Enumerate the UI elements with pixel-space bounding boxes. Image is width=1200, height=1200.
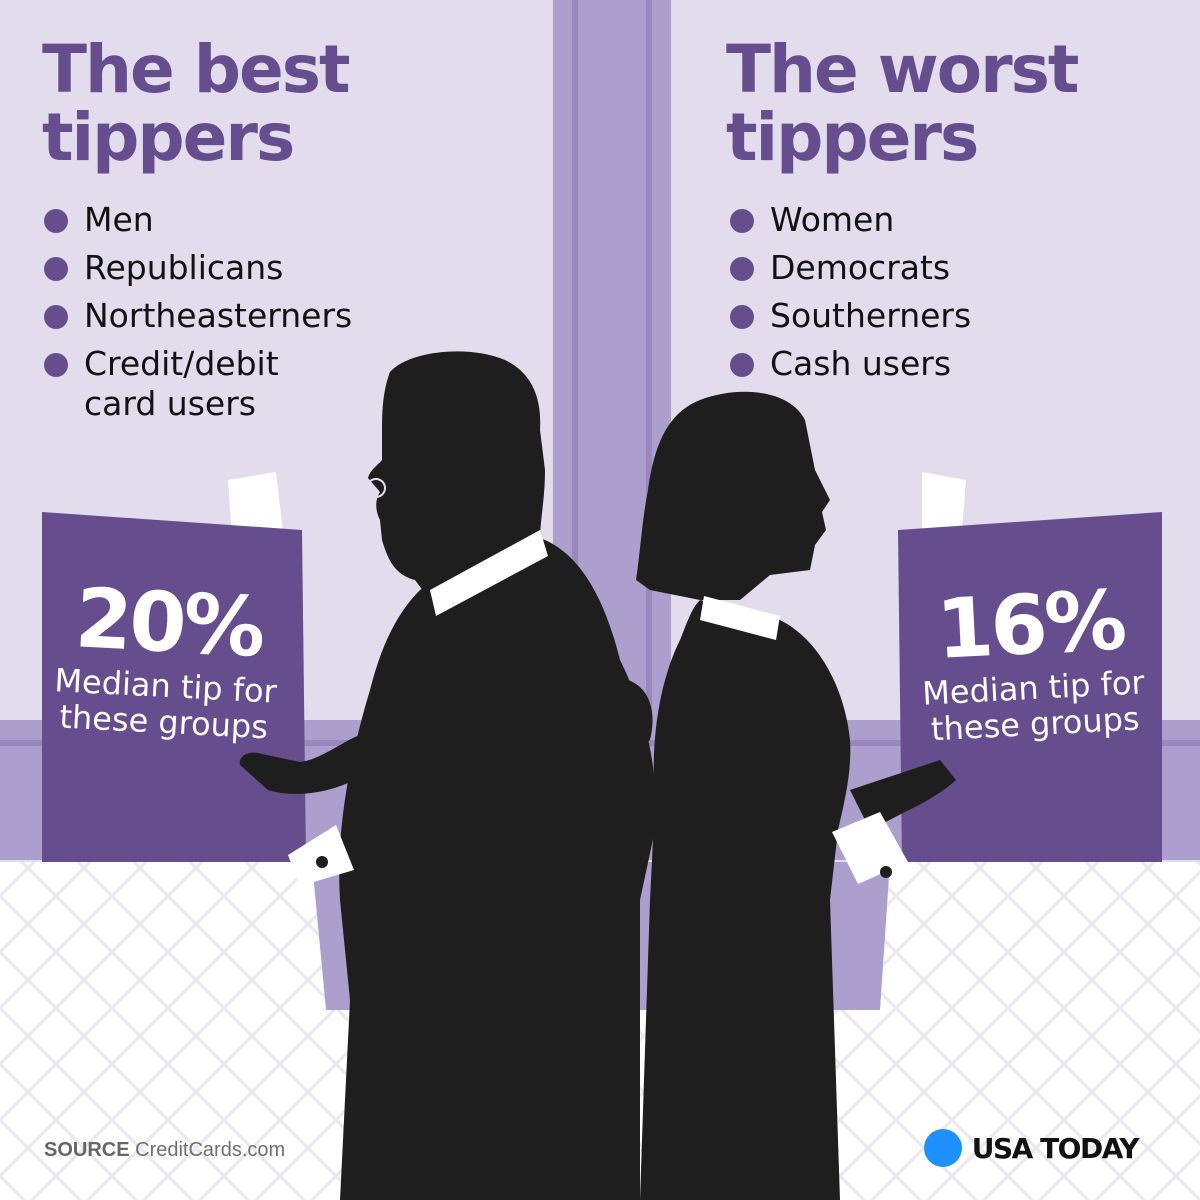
group-label: Men: [84, 200, 154, 239]
best-tippers-list: Men Republicans Northeasterners Credit/d…: [42, 200, 542, 432]
bullet-icon: [730, 305, 754, 329]
man-cuff: [288, 825, 354, 886]
pillar-groove-left: [572, 0, 578, 860]
best-tip-value: 20%: [72, 571, 265, 676]
worst-heading-line-2: tippers: [726, 99, 979, 176]
bullet-icon: [44, 305, 68, 329]
worst-tippers-list: Women Democrats Southerners Cash users: [728, 200, 1200, 392]
group-label: Republicans: [84, 248, 284, 287]
man-silhouette: [239, 351, 656, 1200]
bullet-icon: [44, 353, 68, 377]
menu-card-worst: [898, 472, 1162, 862]
worst-tip-value: 16%: [934, 573, 1127, 678]
man-collar: [430, 530, 548, 616]
group-label: Women: [770, 200, 895, 239]
list-item: Southerners: [728, 296, 1200, 336]
brand-name: USA TODAY: [971, 1131, 1140, 1165]
best-tip-caption: Median tip for these groups: [53, 661, 278, 747]
best-tippers-heading: The best tippers: [42, 36, 522, 172]
list-item: Cash users: [728, 344, 1200, 384]
group-label: Cash users: [770, 344, 952, 383]
bullet-icon: [44, 209, 68, 233]
woman-collar: [700, 596, 780, 640]
bullet-icon: [730, 257, 754, 281]
list-item: Republicans: [42, 248, 542, 288]
list-item: Women: [728, 200, 1200, 240]
bullet-icon: [730, 209, 754, 233]
group-label: Northeasterners: [84, 296, 353, 335]
source-label: SOURCE: [44, 1139, 130, 1161]
list-item: Northeasterners: [42, 296, 542, 336]
worst-median-tip: 16% Median tip for these groups: [908, 573, 1156, 749]
usa-today-logo: USA TODAY: [923, 1126, 1140, 1170]
group-label: Credit/debit card users: [84, 344, 279, 423]
pillar-groove-right: [646, 0, 652, 860]
woman-cufflink: [880, 866, 892, 878]
bullet-icon: [44, 257, 68, 281]
woman-silhouette: [598, 391, 956, 1200]
best-median-tip: 20% Median tip for these groups: [48, 571, 286, 747]
man-cufflink: [316, 856, 328, 868]
worst-tip-caption: Median tip for these groups: [921, 663, 1146, 749]
bullet-icon: [730, 353, 754, 377]
group-label: Democrats: [770, 248, 951, 287]
group-label: Southerners: [770, 296, 972, 335]
worst-tippers-heading: The worst tippers: [726, 36, 1200, 172]
source-credit: SOURCE CreditCards.com: [44, 1139, 285, 1162]
brand-dot-icon: [923, 1129, 962, 1167]
source-name: CreditCards.com: [135, 1139, 286, 1161]
list-item: Democrats: [728, 248, 1200, 288]
worst-heading-line-1: The worst: [726, 31, 1079, 108]
list-item: Men: [42, 200, 542, 240]
list-item: Credit/debit card users: [42, 344, 344, 424]
best-heading-line-2: tippers: [42, 99, 295, 176]
best-heading-line-1: The best: [42, 31, 351, 108]
woman-cuff: [832, 812, 908, 884]
menu-card-best: [42, 472, 306, 862]
